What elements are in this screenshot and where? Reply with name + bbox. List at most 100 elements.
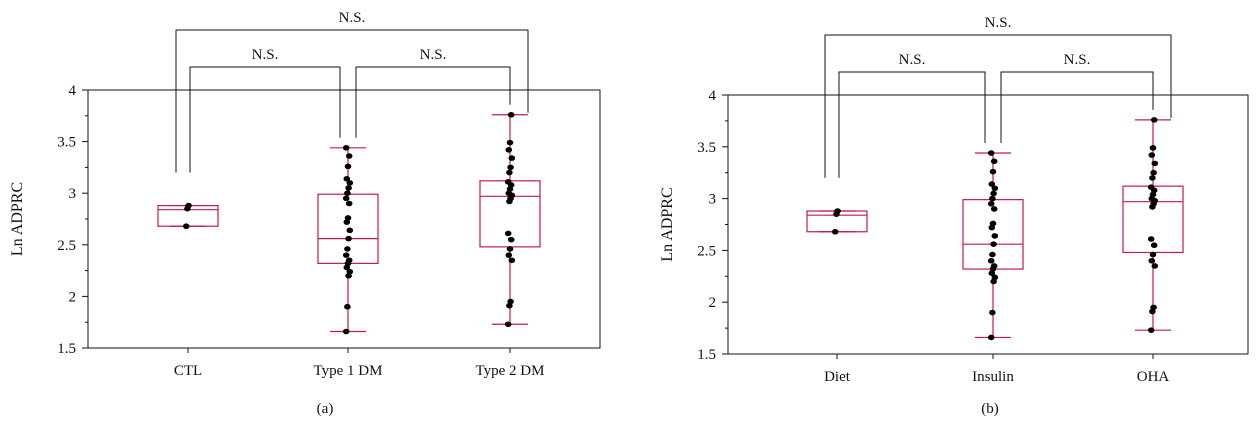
data-point bbox=[989, 251, 996, 258]
data-point bbox=[504, 230, 512, 237]
data-point bbox=[508, 155, 516, 161]
y-tick-label: 4 bbox=[69, 83, 77, 99]
data-point bbox=[344, 303, 351, 310]
data-point bbox=[507, 298, 514, 305]
data-point bbox=[831, 228, 839, 235]
plot-frame bbox=[87, 89, 601, 349]
box-diet bbox=[806, 208, 868, 235]
chart-panel-b: 1.5 2 2.5 3 3.5 4 Ln ADPRC Diet Insulin OHA N.S. N.… bbox=[659, 15, 1249, 417]
data-point bbox=[345, 153, 353, 159]
significance-label: N.S. bbox=[252, 47, 279, 63]
data-point bbox=[345, 185, 352, 191]
box-insulin bbox=[962, 150, 1024, 341]
data-point bbox=[345, 235, 352, 242]
significance-bracket bbox=[175, 29, 529, 173]
data-point bbox=[989, 309, 996, 316]
x-tick-label: Type 1 DM bbox=[314, 363, 383, 379]
data-point bbox=[1151, 160, 1159, 167]
box-type-2-dm bbox=[479, 111, 541, 328]
data-point bbox=[342, 328, 350, 335]
data-point bbox=[987, 200, 995, 207]
data-point bbox=[506, 139, 514, 146]
data-point bbox=[344, 190, 351, 196]
x-tick-label: CTL bbox=[174, 363, 202, 379]
y-tick-label: 2.5 bbox=[697, 243, 716, 259]
box-oha bbox=[1122, 117, 1184, 333]
y-tick-label: 3 bbox=[69, 186, 77, 202]
y-tick-label: 4 bbox=[709, 88, 717, 104]
significance-bracket bbox=[189, 66, 341, 173]
x-tick-label: OHA bbox=[1137, 369, 1170, 385]
data-point bbox=[989, 220, 997, 227]
data-point bbox=[1147, 236, 1155, 242]
data-point bbox=[182, 223, 190, 230]
data-point bbox=[345, 200, 353, 207]
data-point bbox=[504, 321, 512, 328]
y-tick-label: 1.5 bbox=[57, 341, 76, 357]
data-point bbox=[506, 169, 513, 176]
data-point bbox=[989, 195, 996, 202]
y-tick-label: 3.5 bbox=[57, 135, 76, 151]
data-point bbox=[344, 246, 351, 252]
data-point bbox=[1150, 242, 1158, 249]
data-point bbox=[1148, 257, 1156, 264]
data-point bbox=[505, 147, 513, 153]
significance-bracket bbox=[1000, 71, 1154, 144]
data-point bbox=[508, 257, 516, 264]
data-point bbox=[990, 206, 998, 212]
data-point bbox=[834, 208, 841, 214]
data-point bbox=[991, 274, 999, 281]
data-point bbox=[991, 233, 999, 239]
data-point bbox=[1147, 327, 1155, 333]
data-point bbox=[346, 180, 354, 186]
data-point bbox=[1147, 184, 1155, 191]
significance-label: N.S. bbox=[899, 52, 926, 68]
data-point bbox=[344, 163, 352, 170]
x-tick-label: Insulin bbox=[972, 369, 1014, 385]
y-axis-label: Ln ADPRC bbox=[9, 182, 26, 256]
data-point bbox=[990, 158, 998, 165]
data-point bbox=[987, 334, 995, 341]
data-point bbox=[185, 202, 192, 209]
data-point bbox=[346, 227, 354, 234]
y-tick-label: 3 bbox=[709, 192, 717, 208]
data-point bbox=[1148, 152, 1156, 158]
y-tick-label: 1.5 bbox=[697, 347, 716, 363]
significance-bracket bbox=[355, 66, 511, 138]
data-point bbox=[991, 185, 999, 192]
box-type-1-dm bbox=[317, 144, 379, 335]
x-tick-label: Type 2 DM bbox=[476, 363, 545, 379]
chart-panel-a: 1.5 2 2.5 3 3.5 4 Ln ADPRC CTL Type 1 DM Type 2 D… bbox=[9, 10, 601, 417]
data-point bbox=[507, 164, 514, 171]
data-point bbox=[1149, 175, 1156, 181]
data-point bbox=[988, 181, 996, 187]
data-point bbox=[505, 252, 513, 258]
data-point bbox=[343, 175, 351, 182]
data-point bbox=[987, 257, 995, 264]
data-point bbox=[1150, 169, 1157, 176]
x-tick-label: Diet bbox=[824, 369, 851, 385]
box-ctl bbox=[157, 202, 219, 230]
data-point bbox=[987, 150, 995, 156]
data-point bbox=[1149, 145, 1157, 151]
data-point bbox=[507, 236, 515, 243]
data-point bbox=[504, 179, 512, 185]
data-point bbox=[345, 257, 353, 264]
y-tick-label: 2 bbox=[709, 295, 717, 311]
data-point bbox=[346, 268, 354, 275]
significance-label: N.S. bbox=[420, 47, 447, 63]
data-point bbox=[1150, 304, 1157, 311]
data-point bbox=[990, 190, 997, 197]
significance-label: N.S. bbox=[1064, 52, 1091, 68]
data-point bbox=[1150, 117, 1158, 123]
y-tick-label: 3.5 bbox=[697, 140, 716, 156]
data-point bbox=[1151, 263, 1159, 269]
data-point bbox=[1149, 251, 1157, 258]
data-point bbox=[507, 111, 515, 118]
data-point bbox=[342, 144, 350, 151]
y-tick-label: 2.5 bbox=[57, 238, 76, 254]
data-point bbox=[989, 168, 997, 175]
significance-label: N.S. bbox=[339, 10, 366, 26]
data-point bbox=[342, 252, 350, 258]
